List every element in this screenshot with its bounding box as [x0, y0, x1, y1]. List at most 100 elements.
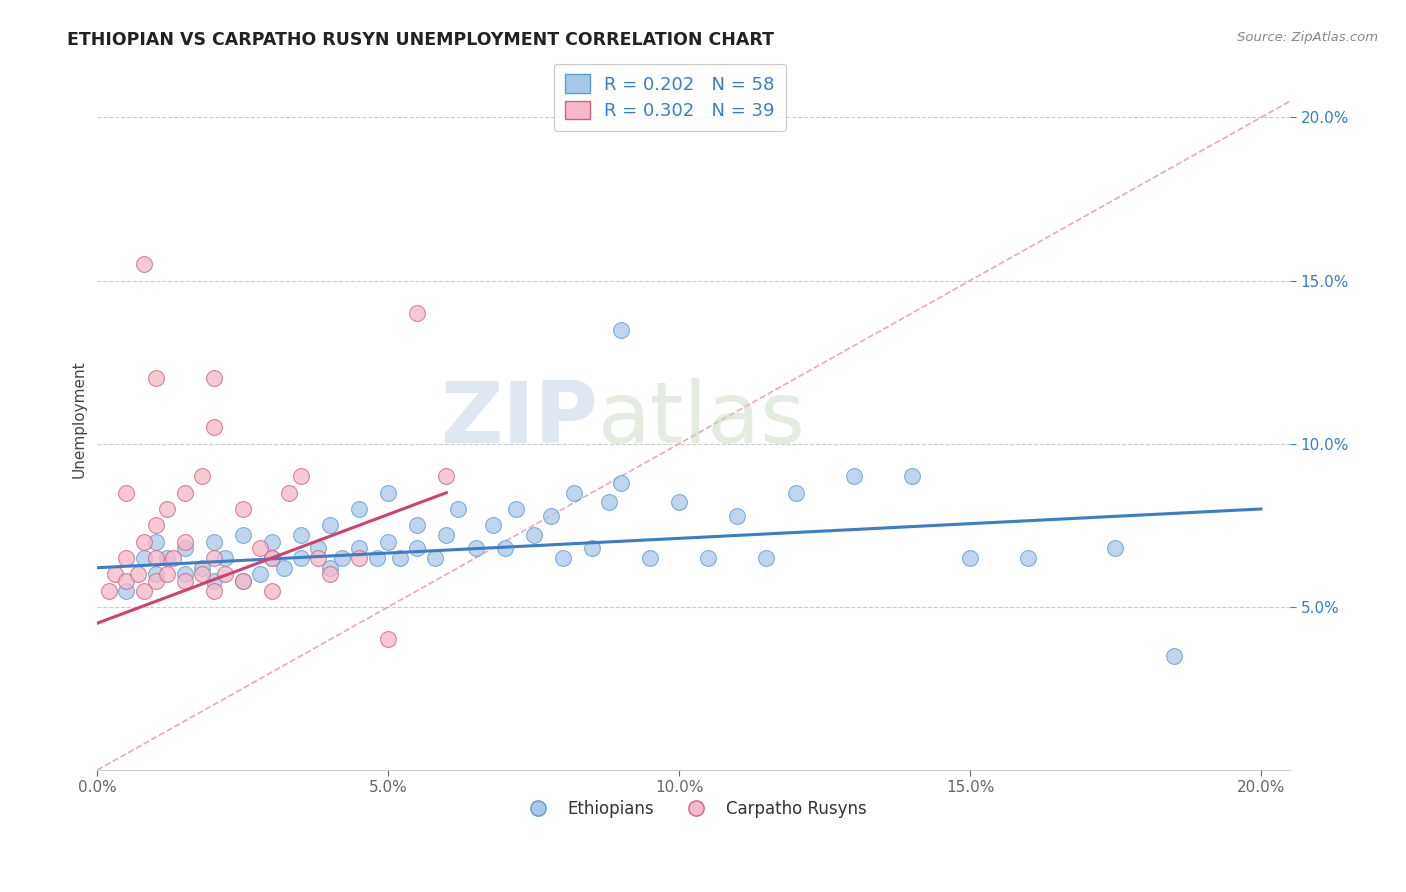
Point — [156, 502, 179, 516]
Point — [260, 583, 283, 598]
Point — [260, 534, 283, 549]
Point — [249, 541, 271, 556]
Point — [505, 502, 527, 516]
Point — [202, 534, 225, 549]
Point — [319, 567, 342, 582]
Point — [132, 583, 155, 598]
Point — [436, 469, 458, 483]
Point — [132, 534, 155, 549]
Text: atlas: atlas — [599, 377, 806, 461]
Point — [232, 528, 254, 542]
Point — [249, 567, 271, 582]
Point — [156, 550, 179, 565]
Point — [191, 560, 214, 574]
Point — [307, 550, 329, 565]
Point — [610, 475, 633, 490]
Point — [145, 371, 167, 385]
Point — [1163, 648, 1185, 663]
Point — [377, 534, 399, 549]
Point — [132, 257, 155, 271]
Point — [173, 485, 195, 500]
Point — [406, 541, 429, 556]
Point — [447, 502, 470, 516]
Point — [173, 541, 195, 556]
Point — [191, 469, 214, 483]
Point — [330, 550, 353, 565]
Legend: Ethiopians, Carpatho Rusyns: Ethiopians, Carpatho Rusyns — [515, 794, 873, 825]
Point — [540, 508, 562, 523]
Point — [406, 518, 429, 533]
Point — [104, 567, 127, 582]
Text: ZIP: ZIP — [440, 377, 599, 461]
Point — [127, 567, 149, 582]
Point — [377, 632, 399, 647]
Point — [145, 534, 167, 549]
Point — [290, 469, 312, 483]
Point — [347, 550, 370, 565]
Text: ETHIOPIAN VS CARPATHO RUSYN UNEMPLOYMENT CORRELATION CHART: ETHIOPIAN VS CARPATHO RUSYN UNEMPLOYMENT… — [67, 31, 775, 49]
Point — [523, 528, 546, 542]
Point — [132, 550, 155, 565]
Point — [725, 508, 748, 523]
Point — [785, 485, 807, 500]
Point — [406, 306, 429, 320]
Point — [98, 583, 121, 598]
Point — [202, 574, 225, 588]
Point — [551, 550, 574, 565]
Point — [145, 518, 167, 533]
Point — [290, 528, 312, 542]
Point — [347, 502, 370, 516]
Point — [290, 550, 312, 565]
Point — [638, 550, 661, 565]
Point — [494, 541, 516, 556]
Point — [423, 550, 446, 565]
Point — [388, 550, 411, 565]
Point — [202, 420, 225, 434]
Point — [319, 560, 342, 574]
Point — [232, 574, 254, 588]
Point — [260, 550, 283, 565]
Point — [191, 567, 214, 582]
Point — [202, 583, 225, 598]
Point — [697, 550, 720, 565]
Point — [755, 550, 778, 565]
Point — [668, 495, 690, 509]
Point — [273, 560, 295, 574]
Point — [115, 550, 138, 565]
Point — [278, 485, 301, 500]
Point — [145, 550, 167, 565]
Point — [482, 518, 505, 533]
Point — [319, 518, 342, 533]
Point — [842, 469, 865, 483]
Point — [347, 541, 370, 556]
Point — [156, 567, 179, 582]
Point — [214, 550, 236, 565]
Point — [173, 534, 195, 549]
Point — [598, 495, 620, 509]
Point — [162, 550, 184, 565]
Point — [115, 574, 138, 588]
Point — [232, 502, 254, 516]
Point — [173, 567, 195, 582]
Point — [901, 469, 924, 483]
Point — [1104, 541, 1126, 556]
Point — [377, 485, 399, 500]
Point — [115, 583, 138, 598]
Point — [214, 567, 236, 582]
Point — [1017, 550, 1039, 565]
Point — [173, 574, 195, 588]
Point — [307, 541, 329, 556]
Point — [464, 541, 486, 556]
Point — [202, 550, 225, 565]
Point — [581, 541, 603, 556]
Point — [232, 574, 254, 588]
Point — [366, 550, 388, 565]
Text: Source: ZipAtlas.com: Source: ZipAtlas.com — [1237, 31, 1378, 45]
Point — [436, 528, 458, 542]
Point — [145, 574, 167, 588]
Point — [202, 371, 225, 385]
Point — [959, 550, 981, 565]
Point — [610, 322, 633, 336]
Point — [115, 485, 138, 500]
Point — [564, 485, 586, 500]
